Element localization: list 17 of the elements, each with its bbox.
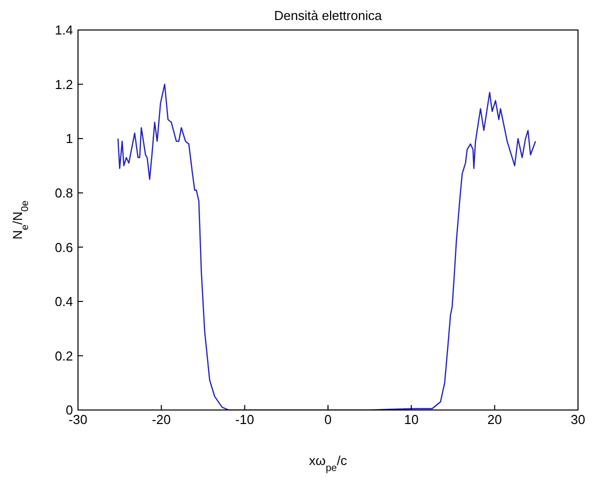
y-tick-label: 1 [66,131,73,146]
x-tick-label: 30 [570,412,586,428]
x-axis-title: xω$_{pe}$/c [309,453,348,474]
x-tick-label: 10 [404,412,419,428]
x-tick-label: -20 [152,412,171,428]
x-tick-label: -10 [235,412,254,428]
y-tick-label: 0 [66,402,73,418]
chart-title: Densità elettronica [274,8,383,23]
x-tick-label: 0 [324,412,332,428]
y-tick-label: 1.2 [54,76,73,92]
y-tick-label: 0.8 [54,185,73,200]
y-tick-label: 1.4 [54,22,73,38]
line-series [117,84,536,410]
y-tick-label: 0.4 [54,294,73,310]
y-tick-label: 0.6 [54,240,73,255]
x-tick-label: 20 [487,412,502,428]
y-tick-label: 0.2 [54,348,73,364]
